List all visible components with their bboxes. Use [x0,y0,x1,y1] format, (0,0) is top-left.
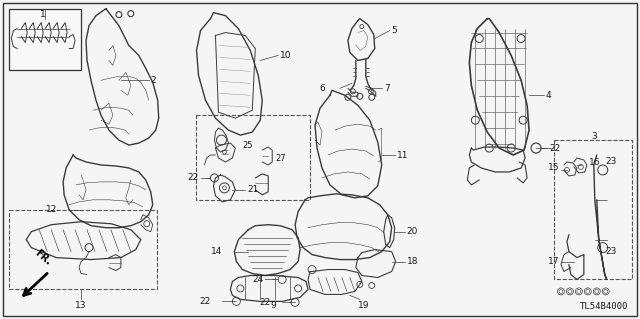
Text: 4: 4 [546,91,552,100]
Text: 23: 23 [605,158,617,167]
Text: 22: 22 [259,298,270,307]
Text: 27: 27 [275,153,286,162]
Text: FR.: FR. [33,248,53,268]
Text: 22: 22 [549,144,560,152]
Text: 9: 9 [270,301,276,310]
Text: 10: 10 [280,51,292,60]
Text: 21: 21 [247,185,259,194]
Text: 16: 16 [589,159,600,167]
Text: 19: 19 [358,301,369,310]
Text: 2: 2 [151,76,156,85]
Text: 5: 5 [392,26,397,35]
Text: 22: 22 [188,174,198,182]
Text: 1: 1 [40,10,46,19]
Text: 14: 14 [211,247,223,256]
Text: TL54B4000: TL54B4000 [580,302,628,311]
Text: 20: 20 [406,227,418,236]
Bar [10,9,81,70]
Text: 15: 15 [547,163,559,173]
Text: 25: 25 [243,141,253,150]
Text: 11: 11 [397,151,408,160]
Text: 6: 6 [319,84,325,93]
Text: 13: 13 [76,301,87,310]
Text: 18: 18 [406,257,418,266]
Text: 22: 22 [199,297,211,306]
Text: 3: 3 [591,132,596,141]
Text: 17: 17 [547,257,559,266]
Text: 7: 7 [384,84,390,93]
Bar [196,115,310,200]
Text: 12: 12 [46,205,57,214]
Text: 24: 24 [252,275,263,284]
Bar [554,140,632,279]
Text: 23: 23 [605,247,617,256]
Bar [10,210,157,289]
